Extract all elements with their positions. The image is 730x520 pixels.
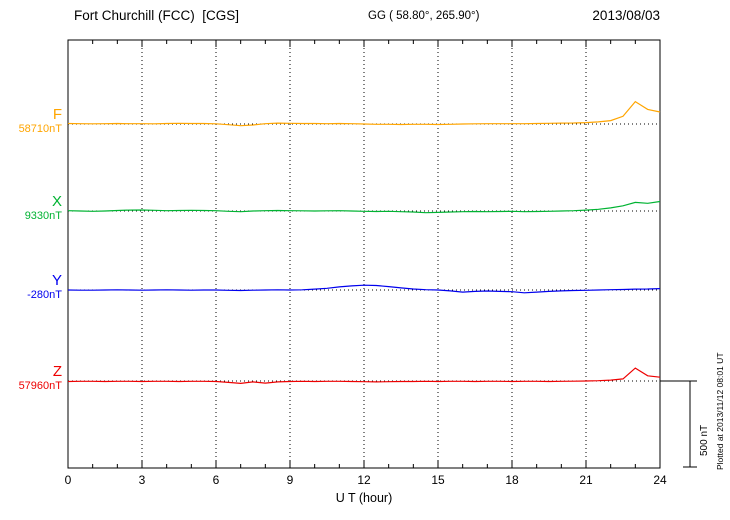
- x-tick-label: 24: [653, 473, 667, 487]
- x-axis-label: U T (hour): [335, 491, 393, 505]
- station-title: Fort Churchill (FCC) [CGS]: [74, 8, 240, 23]
- trace-X: [67, 200, 661, 214]
- x-tick-label: 0: [64, 473, 72, 487]
- trace-Y: [67, 284, 661, 294]
- x-tick-label: 15: [431, 473, 445, 487]
- x-tick-label: 3: [138, 473, 146, 487]
- component-letter: Y: [51, 272, 62, 289]
- trace-Z: [67, 367, 661, 385]
- component-base-value: 9330nT: [24, 210, 62, 222]
- plotted-at-note: Plotted at 2013/11/12 08:01 UT: [715, 352, 725, 470]
- component-label-F: F 58710nT: [0, 107, 62, 136]
- x-tick-label: 12: [357, 473, 371, 487]
- x-tick-label: 6: [212, 473, 220, 487]
- component-base-value: 57960nT: [18, 380, 62, 392]
- x-tick-label: 9: [286, 473, 294, 487]
- component-letter: Z: [52, 363, 62, 380]
- x-tick-label: 18: [505, 473, 519, 487]
- component-label-X: X 9330nT: [0, 194, 62, 223]
- component-label-Z: Z 57960nT: [0, 364, 62, 393]
- scale-bar-label: 500 nT: [699, 424, 710, 456]
- component-letter: F: [52, 106, 62, 123]
- component-base-value: -280nT: [27, 289, 62, 301]
- x-tick-label: 21: [579, 473, 593, 487]
- geographic-coordinates: GG ( 58.80°, 265.90°): [368, 10, 480, 22]
- trace-F: [67, 100, 661, 127]
- component-label-Y: Y -280nT: [0, 273, 62, 302]
- component-base-value: 58710nT: [18, 123, 62, 135]
- plot-date: 2013/08/03: [592, 8, 660, 23]
- component-letter: X: [51, 193, 62, 210]
